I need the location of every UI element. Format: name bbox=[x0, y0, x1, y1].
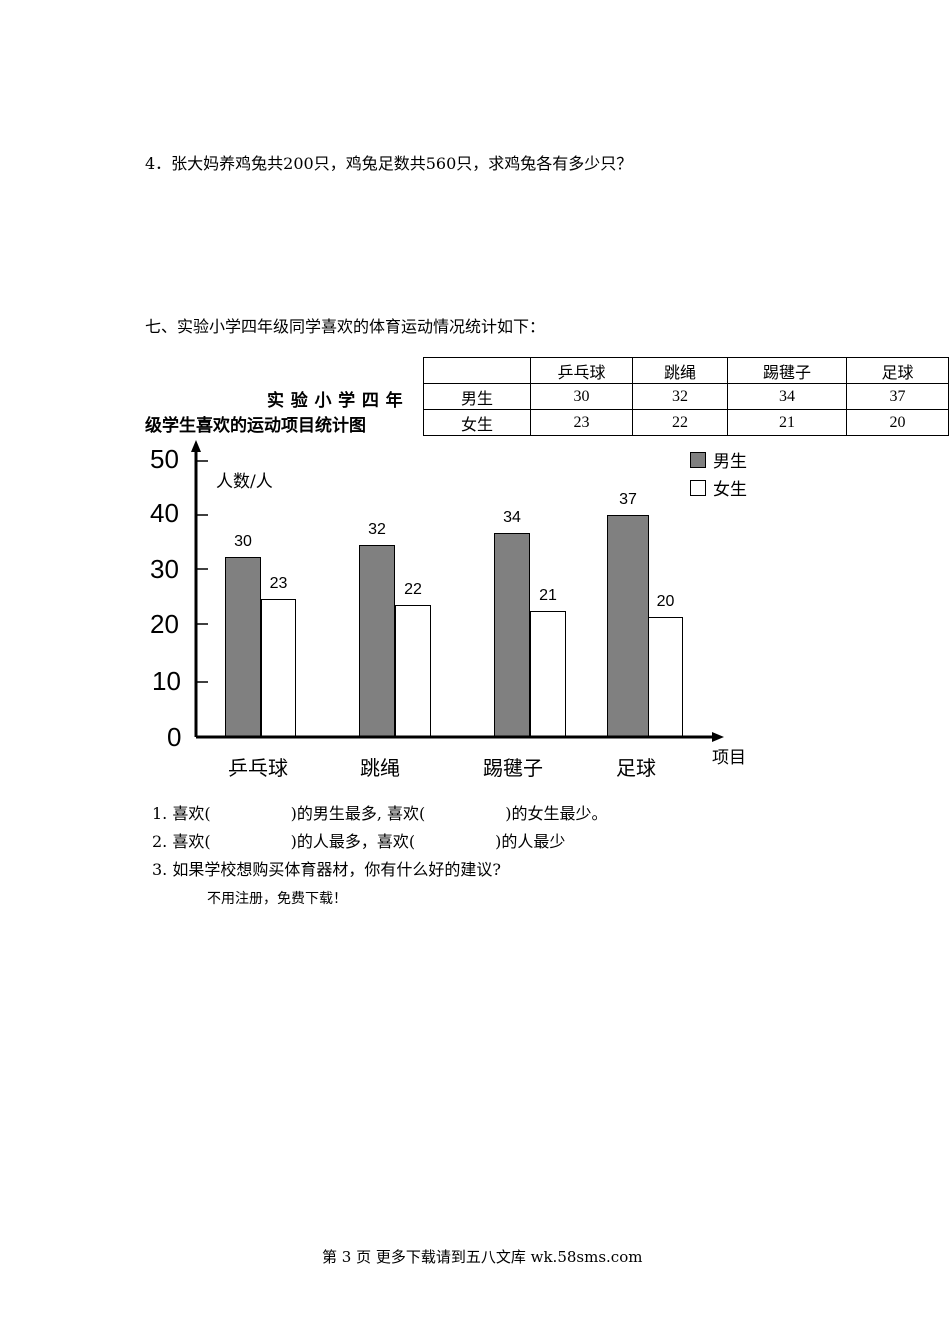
table-cell: 跳绳 bbox=[632, 357, 728, 384]
legend-swatch-male bbox=[690, 452, 706, 468]
y-tick-label: 50 bbox=[150, 444, 179, 474]
bar-value-label: 22 bbox=[404, 581, 422, 598]
category-label: 乒乓球 bbox=[228, 756, 288, 780]
y-tick-label: 40 bbox=[150, 498, 179, 528]
y-ticks bbox=[196, 460, 208, 683]
legend-label-female: 女生 bbox=[713, 480, 747, 500]
section-7-heading: 七、实验小学四年级同学喜欢的体育运动情况统计如下： bbox=[145, 317, 546, 336]
question-3: 3. 如果学校想购买体育器材，你有什么好的建议? bbox=[152, 860, 501, 879]
table-cell: 30 bbox=[530, 383, 633, 410]
category-label: 跳绳 bbox=[360, 756, 400, 780]
question-2: 2. 喜欢( )的人最多，喜欢( )的人最少 bbox=[152, 832, 566, 851]
y-axis-label: 人数/人 bbox=[216, 472, 273, 492]
bar-value-label: 20 bbox=[656, 593, 675, 610]
question-1: 1. 喜欢( )的男生最多, 喜欢( )的女生最少。 bbox=[152, 804, 608, 823]
bar-value-label: 37 bbox=[619, 491, 637, 508]
table-header-row: 乒乓球 跳绳 踢毽子 足球 bbox=[423, 357, 949, 384]
bar-value-label: 30 bbox=[234, 533, 252, 550]
table-cell: 乒乓球 bbox=[530, 357, 633, 384]
note: 不用注册，免费下载！ bbox=[207, 891, 347, 907]
y-tick-label: 20 bbox=[150, 609, 179, 639]
footer: 第 3 页 更多下载请到五八文库 wk.58sms.com bbox=[322, 1248, 643, 1266]
bar-male bbox=[359, 545, 395, 737]
x-axis-arrow-icon bbox=[712, 732, 724, 742]
bar-value-label: 21 bbox=[539, 587, 557, 604]
chart-title-line2: 级学生喜欢的运动项目统计图 bbox=[145, 416, 366, 435]
table-cell: 20 bbox=[846, 409, 949, 436]
table-cell: 21 bbox=[727, 409, 847, 436]
bar-value-label: 32 bbox=[368, 521, 386, 538]
bar-value-label: 23 bbox=[269, 575, 288, 592]
chart-title-line1: 实 验 小 学 四 年 bbox=[267, 391, 404, 410]
stats-table: 乒乓球 跳绳 踢毽子 足球 男生 30 32 34 37 女生 23 22 21… bbox=[423, 357, 949, 436]
table-cell: 踢毽子 bbox=[727, 357, 847, 384]
bar-male bbox=[607, 515, 649, 737]
question-4: 4．张大妈养鸡兔共200只，鸡兔足数共560只，求鸡兔各有多少只？ bbox=[145, 154, 633, 173]
table-row: 女生 23 22 21 20 bbox=[423, 409, 949, 436]
bar-female bbox=[395, 605, 431, 737]
bar-value-label: 34 bbox=[503, 509, 521, 526]
category-label: 踢毽子 bbox=[483, 756, 543, 780]
chart-axes bbox=[191, 440, 724, 742]
x-axis-label: 项目 bbox=[712, 748, 746, 768]
table-cell: 22 bbox=[632, 409, 728, 436]
bar-male bbox=[225, 557, 261, 737]
table-cell: 女生 bbox=[423, 409, 531, 436]
y-axis-arrow-icon bbox=[191, 440, 201, 452]
legend-label-male: 男生 bbox=[713, 452, 747, 472]
y-tick-label: 10 bbox=[152, 666, 181, 696]
y-tick-label: 0 bbox=[167, 722, 182, 752]
y-tick-label: 30 bbox=[150, 554, 179, 584]
legend-swatch-female bbox=[690, 480, 706, 496]
table-cell: 32 bbox=[632, 383, 728, 410]
category-label: 足球 bbox=[616, 756, 656, 780]
table-cell: 37 bbox=[846, 383, 949, 410]
